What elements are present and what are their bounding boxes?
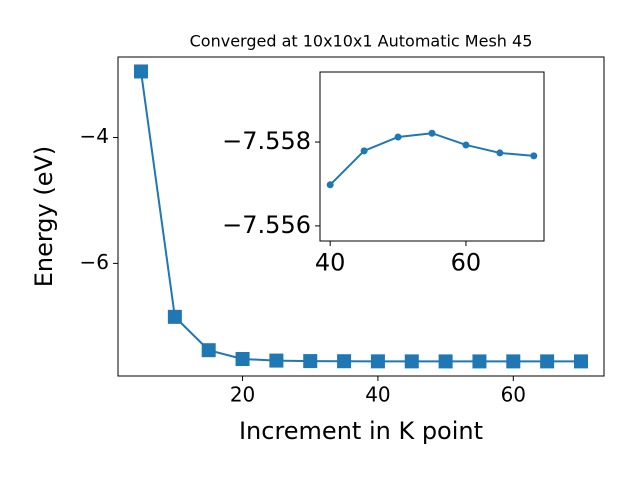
x-axis-label: Increment in K point [239,417,483,445]
y-tick-label: −7.556 [222,211,311,239]
y-tick-label: −4 [80,124,109,148]
x-tick-label: 40 [315,248,346,276]
marker [496,149,504,157]
plot-area [320,72,544,241]
marker [303,354,318,369]
marker [360,147,368,155]
marker [167,309,182,324]
marker [201,343,216,358]
axes-frame [319,71,545,242]
marker [394,133,402,141]
marker [530,152,538,160]
marker [472,354,487,369]
x-tick-label: 20 [230,383,255,407]
marker [573,354,588,369]
y-tick-label: −6 [80,250,109,274]
x-tick-label: 40 [365,383,390,407]
marker [404,354,419,369]
marker [462,141,470,149]
x-tick-label: 60 [451,248,482,276]
marker [134,64,149,79]
marker [370,354,385,369]
marker [438,354,453,369]
marker [269,353,284,368]
marker [428,129,436,137]
chart-title: Converged at 10x10x1 Automatic Mesh 45 [190,32,533,51]
marker [506,354,521,369]
marker [337,354,352,369]
marker [326,181,334,189]
y-tick-label: −7.558 [222,127,311,155]
marker [540,354,555,369]
y-axis-label: Energy (eV) [30,146,58,288]
x-tick-label: 60 [501,383,526,407]
axes-frame [117,56,605,377]
marker [235,352,250,367]
